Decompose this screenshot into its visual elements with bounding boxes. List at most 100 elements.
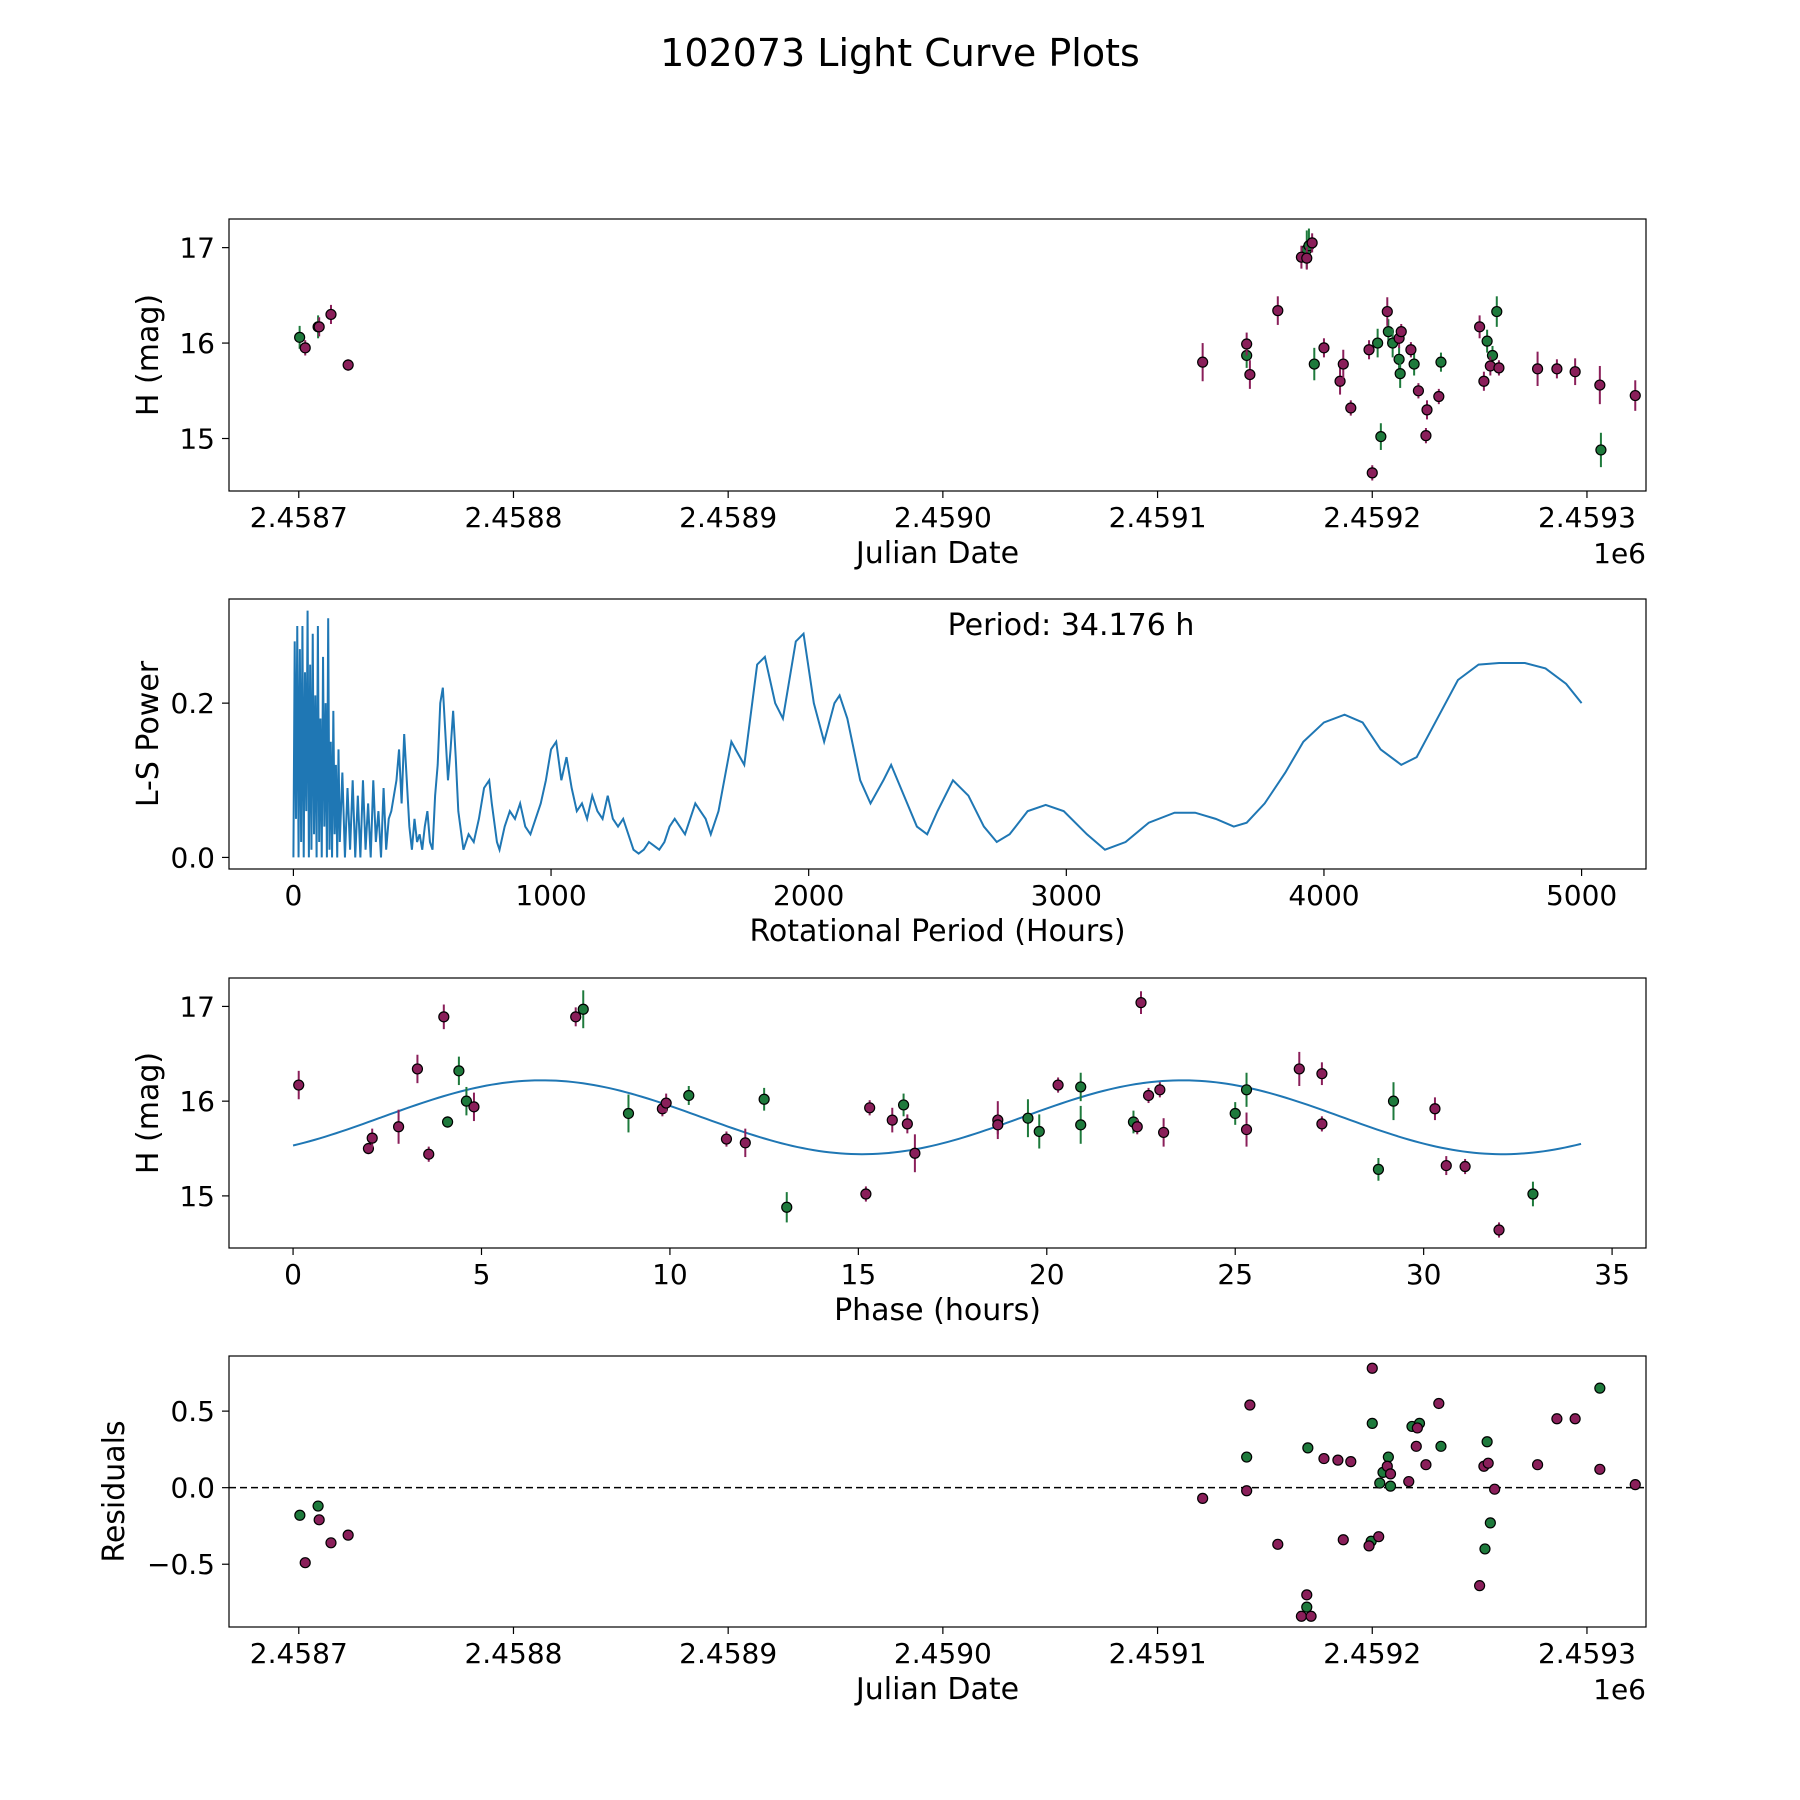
- magenta-point: [1551, 1413, 1563, 1425]
- green-point: [1486, 349, 1499, 362]
- plot-area: [292, 610, 1583, 858]
- green-point: [1481, 335, 1493, 347]
- magenta-point: [313, 1514, 325, 1526]
- magenta-point: [1429, 1103, 1441, 1115]
- panel-phase-folded: 0 5 10 15 20 25 30 35 15 16 17 Phase (hours) H (mag): [131, 977, 1647, 1328]
- magenta-point: [325, 308, 337, 321]
- green-point: [1384, 1480, 1397, 1492]
- magenta-point: [1482, 1457, 1494, 1469]
- green-point: [1394, 368, 1406, 380]
- magenta-point: [1158, 1126, 1170, 1139]
- x-tick-label: 2.4590: [894, 1637, 992, 1670]
- x-tick-label: 2.4592: [1323, 501, 1421, 534]
- x-tick-label: 35: [1594, 1258, 1630, 1291]
- magenta-point: [864, 1102, 876, 1114]
- magenta-point: [299, 1557, 311, 1569]
- green-point: [683, 1089, 695, 1102]
- magenta-point: [1493, 1224, 1505, 1236]
- plot-area: [292, 990, 1582, 1238]
- magenta-point: [366, 1132, 378, 1144]
- magenta-point: [1420, 430, 1432, 442]
- green-point: [312, 1500, 324, 1512]
- magenta-point: [1318, 342, 1330, 354]
- magenta-point: [1373, 1531, 1385, 1543]
- magenta-point: [423, 1148, 435, 1160]
- x-tick-label: 5: [473, 1258, 491, 1291]
- y-axis-label: L-S Power: [131, 660, 166, 807]
- x-tick-label: 2.4593: [1538, 1637, 1636, 1670]
- x-offset-label: 1e6: [1593, 1673, 1646, 1706]
- magenta-point: [411, 1063, 424, 1075]
- green-point: [1302, 1442, 1314, 1454]
- green-point: [1375, 431, 1387, 443]
- x-tick-label: 2.4590: [894, 501, 992, 534]
- axes-frame: [228, 977, 1647, 1249]
- magenta-point: [1272, 1538, 1284, 1550]
- magenta-point: [1306, 237, 1318, 249]
- magenta-point: [1241, 338, 1253, 350]
- x-tick-label: 3000: [1031, 879, 1102, 912]
- magenta-point: [1197, 356, 1209, 368]
- panel-residuals: 2.4587 2.4588 2.4589 2.4590 2.4591 2.4592 2.45…: [97, 1355, 1647, 1707]
- magenta-point: [739, 1137, 751, 1149]
- y-tick-label: 17: [179, 990, 215, 1023]
- green-point: [1033, 1125, 1045, 1138]
- magenta-point: [1410, 1440, 1422, 1452]
- magenta-point: [1295, 1610, 1308, 1622]
- x-tick-label: 2.4588: [464, 501, 562, 534]
- y-tick-label: −0.5: [147, 1548, 215, 1581]
- magenta-point: [1332, 1454, 1344, 1466]
- x-tick-label: 2.4591: [1109, 501, 1207, 534]
- magenta-point: [1316, 1068, 1328, 1080]
- magenta-point: [325, 1537, 337, 1549]
- fit-curve: [292, 1079, 1582, 1156]
- magenta-point: [1381, 305, 1393, 318]
- magenta-point: [1629, 1479, 1641, 1491]
- magenta-point: [1412, 385, 1425, 397]
- y-tick-label: 15: [179, 1180, 215, 1213]
- magenta-point: [1316, 1118, 1328, 1130]
- magenta-point: [1337, 1534, 1349, 1546]
- green-point: [1479, 1543, 1491, 1555]
- magenta-point: [1240, 1123, 1253, 1136]
- y-tick-label: 16: [179, 1085, 215, 1118]
- magenta-point: [1594, 1463, 1606, 1475]
- green-point: [622, 1107, 635, 1120]
- x-tick-label: 5000: [1546, 879, 1617, 912]
- magenta-point: [299, 342, 311, 354]
- magenta-point: [1405, 344, 1417, 356]
- magenta-point: [901, 1118, 913, 1130]
- magenta-point: [1569, 1413, 1581, 1425]
- green-point: [1301, 1601, 1313, 1613]
- green-point: [1372, 1163, 1385, 1175]
- magenta-point: [1318, 1452, 1330, 1465]
- magenta-point: [1241, 1485, 1253, 1497]
- x-tick-label: 1000: [515, 879, 586, 912]
- magenta-point: [342, 1529, 354, 1541]
- magenta-point: [1244, 368, 1256, 381]
- magenta-point: [1363, 344, 1375, 356]
- green-point: [897, 1099, 910, 1111]
- green-point: [460, 1095, 473, 1107]
- magenta-point: [313, 321, 325, 333]
- green-point: [1595, 444, 1607, 456]
- green-point: [1374, 1477, 1386, 1489]
- green-point: [441, 1116, 454, 1128]
- y-tick-label: 0.0: [170, 841, 215, 874]
- axes-frame: [228, 598, 1647, 870]
- magenta-point: [1551, 363, 1563, 375]
- green-point: [1366, 1417, 1378, 1429]
- magenta-point: [660, 1097, 672, 1109]
- x-tick-label: 0: [284, 1258, 302, 1291]
- x-axis-label: Rotational Period (Hours): [749, 914, 1125, 949]
- magenta-point: [992, 1119, 1004, 1131]
- green-point: [294, 331, 306, 343]
- magenta-point: [1305, 1610, 1317, 1622]
- magenta-point: [1244, 1399, 1256, 1411]
- x-tick-label: 0: [284, 879, 302, 912]
- magenta-point: [1395, 326, 1407, 338]
- y-tick-label: 0.0: [170, 1472, 215, 1505]
- green-point: [1393, 353, 1405, 365]
- magenta-point: [392, 1121, 405, 1133]
